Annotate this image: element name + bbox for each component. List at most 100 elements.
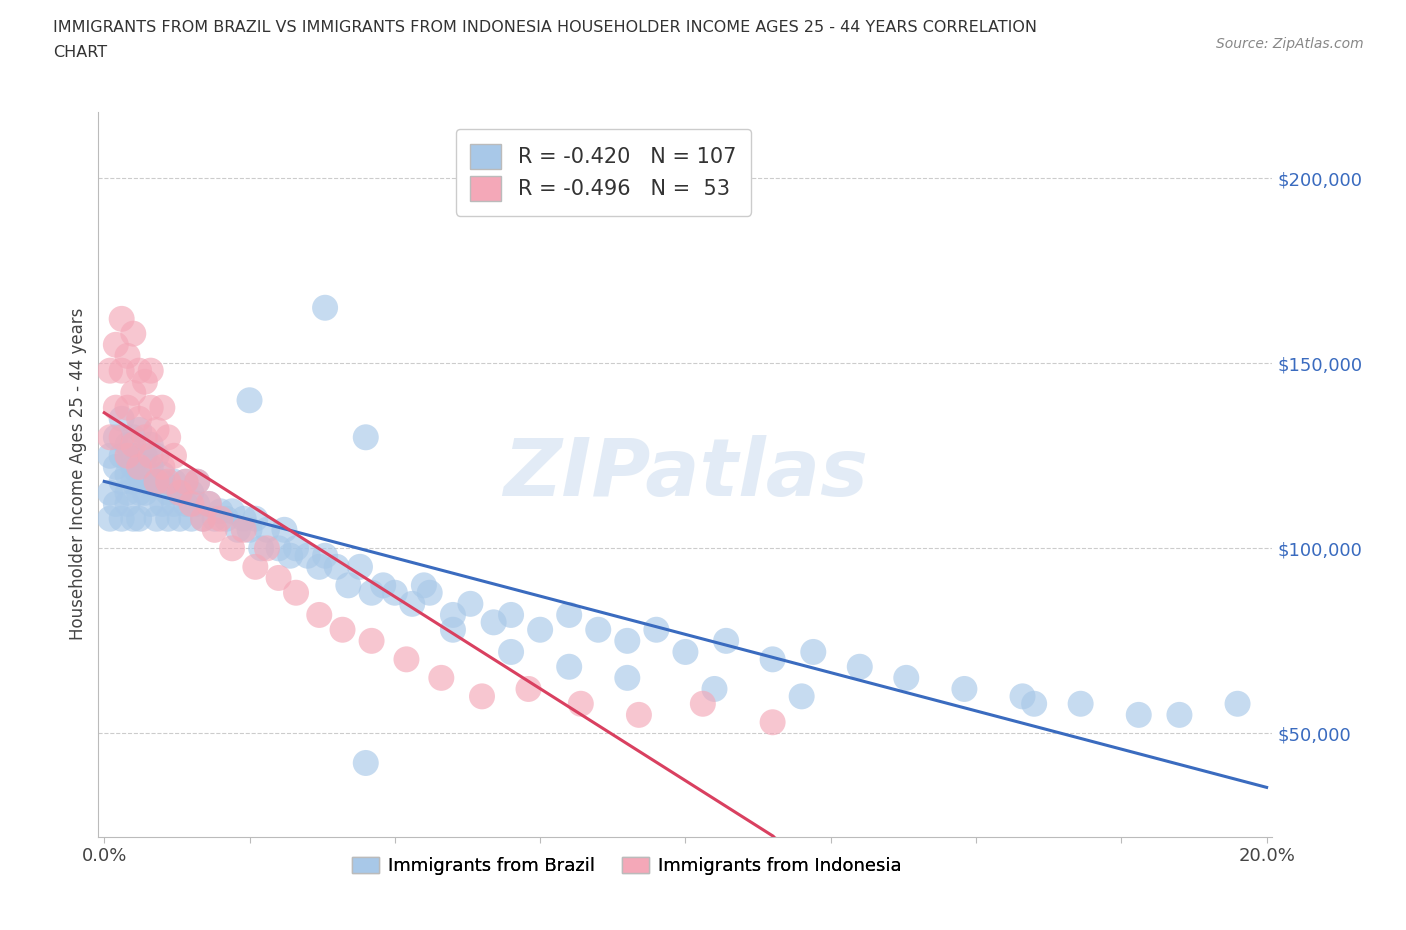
Point: [186, 474, 208, 489]
Point: [529, 622, 551, 637]
Point: [122, 448, 145, 463]
Point: [180, 512, 202, 526]
Point: [145, 474, 167, 489]
Point: [499, 644, 522, 659]
Point: [238, 523, 260, 538]
Point: [337, 578, 360, 592]
Point: [98, 448, 121, 463]
Point: [139, 400, 162, 415]
Point: [128, 459, 150, 474]
Point: [349, 559, 371, 574]
Point: [157, 485, 180, 500]
Point: [122, 385, 145, 400]
Point: [128, 512, 150, 526]
Point: [373, 578, 395, 592]
Point: [163, 448, 186, 463]
Point: [441, 622, 464, 637]
Point: [308, 559, 330, 574]
Point: [174, 474, 197, 489]
Point: [163, 497, 186, 512]
Point: [762, 652, 785, 667]
Point: [675, 644, 697, 659]
Point: [354, 430, 377, 445]
Point: [441, 607, 464, 622]
Point: [1128, 708, 1150, 723]
Text: Source: ZipAtlas.com: Source: ZipAtlas.com: [1216, 37, 1364, 51]
Point: [278, 549, 301, 564]
Point: [1011, 689, 1033, 704]
Y-axis label: Householder Income Ages 25 - 44 years: Householder Income Ages 25 - 44 years: [69, 308, 87, 641]
Point: [150, 497, 173, 512]
Point: [849, 659, 872, 674]
Point: [471, 689, 494, 704]
Point: [204, 512, 226, 526]
Point: [221, 504, 243, 519]
Point: [157, 474, 180, 489]
Point: [332, 622, 354, 637]
Point: [122, 512, 145, 526]
Point: [128, 467, 150, 482]
Point: [122, 437, 145, 452]
Point: [139, 497, 162, 512]
Point: [128, 411, 150, 426]
Point: [1168, 708, 1191, 723]
Point: [430, 671, 453, 685]
Point: [174, 474, 197, 489]
Point: [134, 485, 156, 500]
Point: [209, 504, 232, 519]
Point: [953, 682, 976, 697]
Point: [122, 459, 145, 474]
Point: [134, 474, 156, 489]
Point: [256, 541, 278, 556]
Point: [117, 349, 139, 364]
Point: [616, 671, 638, 685]
Point: [204, 523, 226, 538]
Text: IMMIGRANTS FROM BRAZIL VS IMMIGRANTS FROM INDONESIA HOUSEHOLDER INCOME AGES 25 -: IMMIGRANTS FROM BRAZIL VS IMMIGRANTS FRO…: [53, 20, 1038, 35]
Point: [616, 633, 638, 648]
Point: [569, 697, 592, 711]
Point: [273, 523, 295, 538]
Point: [325, 559, 347, 574]
Point: [117, 448, 139, 463]
Point: [150, 459, 173, 474]
Point: [180, 497, 202, 512]
Point: [111, 448, 134, 463]
Point: [139, 437, 162, 452]
Point: [104, 400, 127, 415]
Point: [762, 715, 785, 730]
Point: [267, 570, 290, 585]
Point: [256, 523, 278, 538]
Point: [117, 400, 139, 415]
Point: [558, 659, 581, 674]
Point: [169, 485, 191, 500]
Point: [186, 497, 208, 512]
Point: [896, 671, 918, 685]
Text: CHART: CHART: [53, 45, 107, 60]
Point: [499, 607, 522, 622]
Point: [801, 644, 824, 659]
Point: [169, 512, 191, 526]
Text: ZIPatlas: ZIPatlas: [503, 435, 868, 513]
Point: [245, 512, 267, 526]
Point: [314, 300, 336, 315]
Point: [186, 474, 208, 489]
Point: [232, 523, 254, 538]
Point: [128, 485, 150, 500]
Point: [111, 312, 134, 326]
Point: [122, 326, 145, 341]
Point: [111, 364, 134, 379]
Point: [111, 474, 134, 489]
Point: [150, 400, 173, 415]
Point: [703, 682, 725, 697]
Point: [354, 755, 377, 770]
Point: [104, 459, 127, 474]
Point: [586, 622, 609, 637]
Point: [134, 448, 156, 463]
Point: [627, 708, 650, 723]
Point: [215, 512, 238, 526]
Point: [1226, 697, 1249, 711]
Point: [117, 497, 139, 512]
Point: [104, 497, 127, 512]
Point: [104, 430, 127, 445]
Point: [117, 437, 139, 452]
